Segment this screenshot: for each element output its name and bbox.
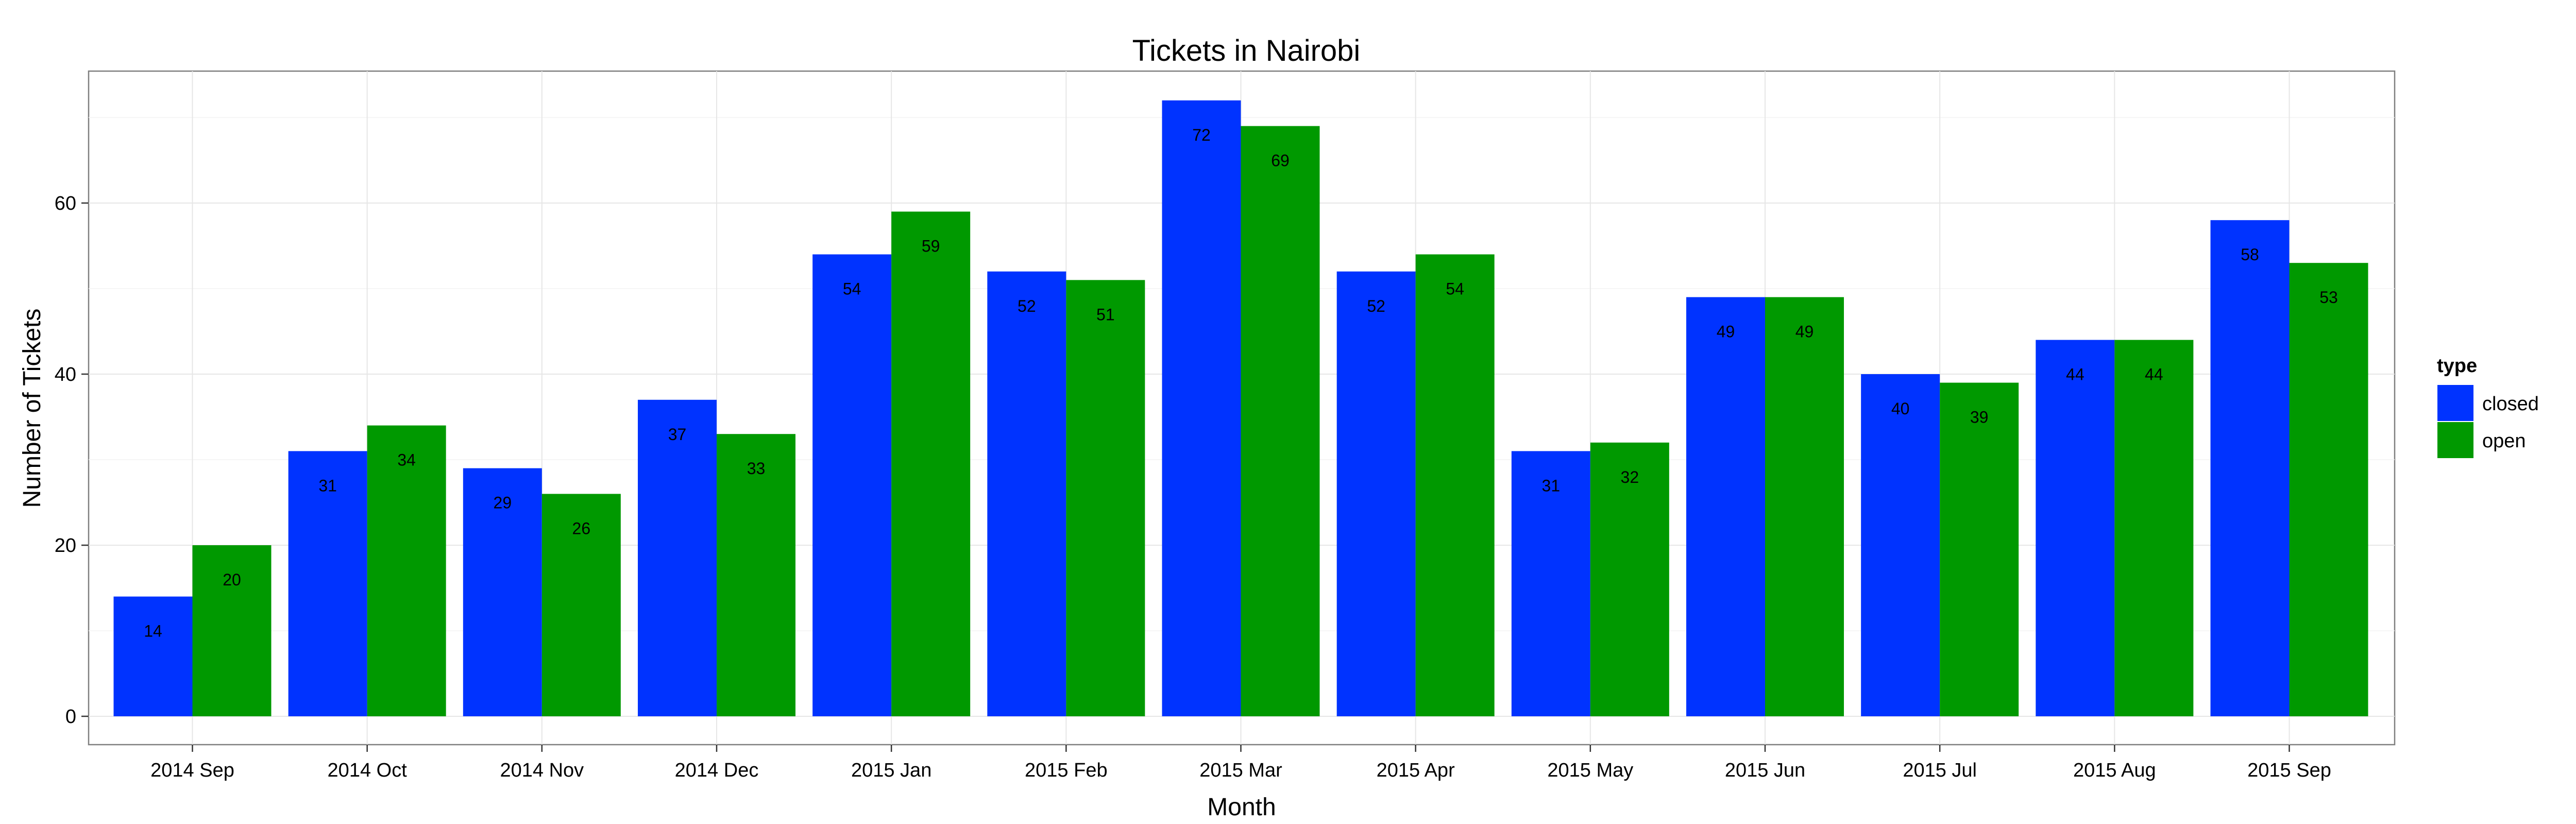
bar-open xyxy=(1066,280,1145,716)
bar-closed xyxy=(1511,451,1590,716)
data-label-open: 32 xyxy=(1621,468,1639,486)
bar-open xyxy=(1765,297,1844,716)
y-tick-label: 20 xyxy=(55,535,76,557)
x-tick-label: 2015 Mar xyxy=(1199,760,1282,781)
data-label-open: 69 xyxy=(1271,152,1290,170)
data-label-open: 39 xyxy=(1970,408,1989,427)
bar-open xyxy=(541,494,621,716)
bar-open xyxy=(1241,126,1320,717)
x-tick-label: 2015 Sep xyxy=(2247,760,2331,781)
data-label-open: 59 xyxy=(922,237,940,256)
bars xyxy=(113,100,2368,717)
legend-title: type xyxy=(2437,355,2477,377)
legend-label-open: open xyxy=(2482,430,2526,452)
data-label-open: 51 xyxy=(1096,305,1115,324)
bar-closed xyxy=(1336,271,1416,716)
data-label-open: 20 xyxy=(223,570,241,589)
bar-closed xyxy=(638,399,717,716)
data-label-closed: 31 xyxy=(318,476,337,495)
x-axis-title: Month xyxy=(1207,794,1276,821)
x-tick-label: 2015 Jun xyxy=(1725,760,1805,781)
data-label-closed: 44 xyxy=(2066,365,2084,384)
x-tick-label: 2015 Feb xyxy=(1025,760,1108,781)
data-label-open: 34 xyxy=(397,451,416,469)
bar-open xyxy=(1415,254,1495,717)
data-label-closed: 54 xyxy=(843,280,861,298)
bar-closed xyxy=(1162,100,1241,716)
legend-key-open xyxy=(2436,421,2475,459)
bar-closed xyxy=(463,468,542,716)
bar-open xyxy=(891,211,971,717)
data-label-open: 54 xyxy=(1446,280,1464,298)
x-tick-label: 2014 Sep xyxy=(150,760,234,781)
y-axis: 0 20 40 60 xyxy=(55,193,89,728)
x-axis: 2014 Sep 2014 Oct 2014 Nov 2014 Dec 2015 Jan… xyxy=(150,745,2331,781)
data-label-closed: 31 xyxy=(1542,476,1561,495)
data-label-closed: 72 xyxy=(1192,126,1211,144)
data-label-open: 26 xyxy=(572,519,591,537)
bar-open xyxy=(367,425,446,716)
x-tick-label: 2015 Jul xyxy=(1903,760,1977,781)
y-tick-label: 60 xyxy=(55,193,76,214)
data-labels: 14 20 31 34 29 26 37 33 54 59 52 51 72 69 52 54 31 32 49 49… xyxy=(144,126,2338,641)
bar-open xyxy=(192,545,272,716)
x-tick-label: 2015 Apr xyxy=(1377,760,1455,781)
data-label-open: 53 xyxy=(2319,288,2338,307)
data-label-open: 33 xyxy=(747,459,766,478)
data-label-closed: 14 xyxy=(144,622,162,641)
chart-title: Tickets in Nairobi xyxy=(1132,34,1361,68)
bar-closed xyxy=(2036,340,2115,716)
x-tick-label: 2014 Oct xyxy=(328,760,408,781)
y-tick-label: 40 xyxy=(55,364,76,385)
x-tick-label: 2014 Nov xyxy=(500,760,584,781)
data-label-closed: 58 xyxy=(2241,245,2259,264)
legend-key-closed xyxy=(2436,384,2475,422)
bar-closed xyxy=(1686,297,1765,716)
y-axis-title: Number of Tickets xyxy=(19,309,46,508)
bar-open xyxy=(1940,382,2019,716)
y-tick-label: 0 xyxy=(65,706,76,728)
bar-closed xyxy=(1861,374,1940,716)
x-tick-label: 2015 Aug xyxy=(2073,760,2156,781)
bar-closed xyxy=(812,254,892,717)
x-tick-label: 2015 May xyxy=(1547,760,1633,781)
data-label-closed: 40 xyxy=(1891,399,1910,418)
bar-open xyxy=(2114,340,2194,716)
bar-open xyxy=(717,434,795,716)
data-label-closed: 52 xyxy=(1018,297,1036,315)
x-tick-label: 2014 Dec xyxy=(675,760,759,781)
data-label-open: 44 xyxy=(2145,365,2163,384)
legend-label-closed: closed xyxy=(2482,393,2539,415)
bar-open xyxy=(1590,442,1669,716)
bar-closed xyxy=(113,596,193,716)
data-label-closed: 29 xyxy=(494,494,512,512)
bar-closed xyxy=(2210,220,2290,716)
bar-closed xyxy=(288,451,367,716)
bar-closed xyxy=(987,271,1066,716)
data-label-closed: 52 xyxy=(1367,297,1385,315)
data-label-open: 49 xyxy=(1795,323,1814,341)
x-tick-label: 2015 Jan xyxy=(851,760,931,781)
bar-open xyxy=(2289,263,2368,716)
data-label-closed: 49 xyxy=(1717,323,1735,341)
data-label-closed: 37 xyxy=(668,425,687,444)
